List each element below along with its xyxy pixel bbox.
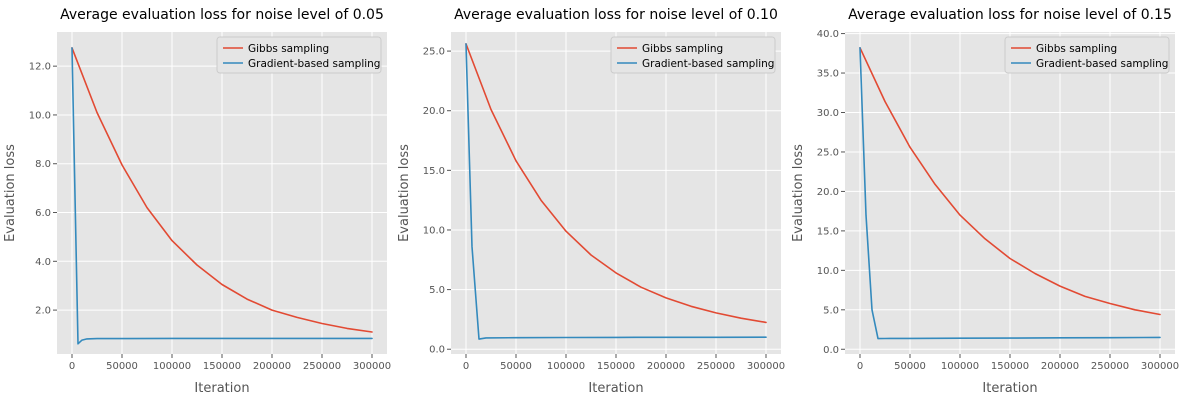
x-tick-label: 300000: [1141, 361, 1179, 372]
x-tick-label: 150000: [991, 361, 1029, 372]
y-tick-label: 12.0: [29, 62, 51, 73]
x-tick-label: 150000: [203, 361, 241, 372]
y-axis-label: Evaluation loss: [3, 144, 18, 242]
y-tick-label: 40.0: [817, 29, 839, 40]
legend: Gibbs sampling Gradient-based sampling: [610, 36, 776, 74]
chart-title: Average evaluation loss for noise level …: [454, 7, 778, 23]
series-line-gibbs: [465, 43, 767, 324]
y-tick-label: 5.0: [823, 305, 839, 316]
x-tick-label: 200000: [647, 361, 685, 372]
y-axis-label: Evaluation loss: [791, 144, 806, 242]
x-tick-label: 150000: [597, 361, 635, 372]
x-tick-label: 50000: [894, 361, 926, 372]
series-line-gradient: [465, 43, 767, 340]
x-tick-label: 300000: [747, 361, 785, 372]
x-tick-label: 0: [857, 361, 863, 372]
chart-panel-3: 0 50000 100000 150000 200000 250000 300000 0.0 5…: [791, 7, 1179, 396]
chart-title: Average evaluation loss for noise level …: [848, 7, 1172, 23]
y-tick-label: 15.0: [423, 166, 445, 177]
y-tick-label: 20.0: [817, 187, 839, 198]
legend: Gibbs sampling Gradient-based sampling: [1004, 36, 1170, 74]
x-tick-label: 50000: [106, 361, 138, 372]
series-line-gibbs: [71, 47, 373, 333]
chart-panel-2: 0 50000 100000 150000 200000 250000 300000 0.0 5…: [397, 7, 785, 396]
y-tick-label: 0.0: [429, 345, 445, 356]
x-tick-label: 0: [69, 361, 75, 372]
y-tick-label: 10.0: [423, 225, 445, 236]
x-axis-label: Iteration: [194, 381, 249, 396]
x-tick-label: 100000: [547, 361, 585, 372]
legend-label: Gibbs sampling: [1036, 43, 1117, 55]
x-tick-label: 100000: [941, 361, 979, 372]
y-tick-label: 6.0: [35, 208, 51, 219]
y-tick-label: 10.0: [817, 266, 839, 277]
chart-title: Average evaluation loss for noise level …: [60, 7, 384, 23]
x-tick-label: 50000: [500, 361, 532, 372]
x-axis-label: Iteration: [982, 381, 1037, 396]
x-tick-label: 200000: [1041, 361, 1079, 372]
x-tick-label: 300000: [353, 361, 391, 372]
y-tick-label: 8.0: [35, 159, 51, 170]
series-line-gradient: [859, 46, 1161, 340]
x-tick-label: 250000: [1091, 361, 1129, 372]
y-tick-label: 30.0: [817, 108, 839, 119]
legend-box: [216, 36, 382, 74]
y-tick-label: 35.0: [817, 69, 839, 80]
legend: Gibbs sampling Gradient-based sampling: [216, 36, 382, 74]
chart-panel-1: 0 50000 100000 150000 200000 250000 300000 2.0 4…: [3, 7, 391, 396]
x-tick-label: 250000: [303, 361, 341, 372]
y-tick-label: 25.0: [817, 147, 839, 158]
legend-label: Gradient-based sampling: [642, 58, 774, 70]
y-tick-label: 10.0: [29, 110, 51, 121]
y-tick-label: 15.0: [817, 226, 839, 237]
y-tick-label: 25.0: [423, 47, 445, 58]
y-axis-label: Evaluation loss: [397, 144, 412, 242]
legend-label: Gibbs sampling: [248, 43, 329, 55]
y-tick-label: 20.0: [423, 106, 445, 117]
x-tick-label: 0: [463, 361, 469, 372]
x-tick-label: 250000: [697, 361, 735, 372]
legend-label: Gibbs sampling: [642, 43, 723, 55]
x-tick-label: 100000: [153, 361, 191, 372]
legend-label: Gradient-based sampling: [1036, 58, 1168, 70]
legend-label: Gradient-based sampling: [248, 58, 380, 70]
y-tick-label: 0.0: [823, 345, 839, 356]
x-tick-label: 200000: [253, 361, 291, 372]
y-tick-label: 5.0: [429, 285, 445, 296]
legend-box: [1004, 36, 1170, 74]
series-line-gibbs: [859, 46, 1161, 316]
y-tick-label: 2.0: [35, 306, 51, 317]
legend-box: [610, 36, 776, 74]
series-line-gradient: [71, 47, 373, 345]
x-axis-label: Iteration: [588, 381, 643, 396]
y-tick-label: 4.0: [35, 257, 51, 268]
